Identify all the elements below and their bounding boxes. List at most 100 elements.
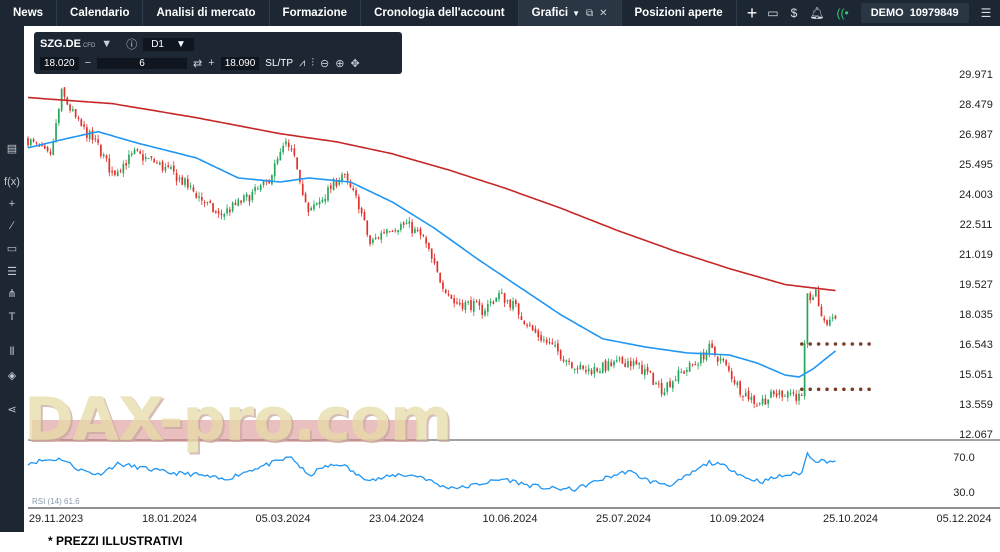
trendline-icon[interactable]: ⁄ [11,220,13,232]
candle-body [220,213,223,216]
candle-body [139,151,141,154]
time-tick-label: 25.10.2024 [823,513,878,525]
candle-body [688,362,691,372]
currency-icon[interactable]: $ [790,6,798,20]
candle-body [621,357,624,364]
candle-body [147,157,150,159]
candle-body [666,382,669,392]
candle-body [436,261,439,272]
chart-area[interactable]: RSI (14) 61.6 29.971 28.479 26.987 25.495 24.… [24,26,1000,532]
candle-body [357,196,360,210]
popout-icon[interactable]: ⧉ [585,7,594,19]
candle-body [428,242,430,249]
candle-body [234,202,237,205]
chevron-down-icon[interactable]: ▼ [101,38,113,50]
candle-body [181,177,184,185]
candle-body [212,203,214,213]
candle-body [551,342,554,345]
symbol-selector[interactable]: SZG.DE CFD [40,38,95,50]
add-tab-icon[interactable]: + [746,2,758,23]
line-chart-icon[interactable]: ⩘ [299,56,306,69]
crosshair-icon[interactable]: + [8,198,16,210]
pitchfork-icon[interactable]: ⋔ [7,288,17,300]
level-dot [825,387,829,392]
candle-body [733,379,736,384]
candle-body [826,320,828,325]
rectangle-icon[interactable]: ▭ [6,243,18,255]
swap-icon[interactable]: ⇄ [193,57,203,70]
timeframe-selector[interactable]: D1 ▼ [143,37,194,51]
cursor-icon[interactable]: ⦀ [9,346,15,358]
candle-body [646,367,649,372]
price-tick-label: 13.559 [959,399,993,411]
candle-body [517,303,520,315]
candle-body [125,163,127,166]
candle-body [97,139,99,143]
zoom-in-icon[interactable]: ⊕ [335,57,345,70]
candle-body [184,178,186,186]
candle-body [100,144,102,157]
tab-formazione[interactable]: Formazione [270,0,362,26]
candle-body [705,352,708,360]
menu-icon[interactable]: ☰ [980,6,992,20]
candle-body [683,371,685,374]
candle-body [624,363,627,368]
candle-body [116,171,119,177]
chevron-down-icon[interactable]: ▼ [572,8,580,18]
candle-body [346,173,349,181]
candle-body [618,358,621,360]
candle-body [355,190,357,196]
text-icon[interactable]: T [8,311,16,323]
tab-grafici-label: Grafici [531,7,569,19]
tab-analisi[interactable]: Analisi di mercato [143,0,270,26]
candle-body [299,169,301,182]
level-dot [808,342,813,346]
candle-body [697,364,699,366]
sltp-button[interactable]: SL/TP [265,57,294,69]
candle-body [366,220,369,235]
tab-posizioni[interactable]: Posizioni aperte [622,0,737,26]
candle-body [444,289,447,294]
function-icon[interactable]: f(x) [4,176,20,188]
sell-price[interactable]: 18.020 [40,56,79,70]
candle-body [268,181,270,184]
tab-cronologia[interactable]: Cronologia dell'account [361,0,519,26]
tab-calendario[interactable]: Calendario [57,0,144,26]
candle-body [352,188,355,191]
candle-body [803,343,806,397]
candle-body [158,162,161,165]
candle-body [369,235,371,245]
candle-body [579,364,582,370]
close-icon[interactable]: ✕ [599,7,608,19]
minus-icon[interactable]: − [84,57,92,69]
quantity-input[interactable]: 6 [97,57,188,69]
tab-grafici[interactable]: Grafici ▼ ⧉ ✕ [518,0,622,26]
candle-body [545,339,548,343]
zoom-out-icon[interactable]: ⊖ [320,57,330,70]
candle-body [77,117,80,119]
buy-price[interactable]: 18.090 [220,56,260,70]
move-icon[interactable]: ✥ [350,57,360,70]
info-icon[interactable]: ⓘ [126,39,138,51]
panel-icon[interactable]: ▤ [6,143,18,155]
layout-icon[interactable]: ▭ [767,6,779,20]
tab-news[interactable]: News [0,0,58,26]
layers-icon[interactable]: ◈ [7,370,17,382]
share-icon[interactable]: ⋖ [7,404,17,416]
candle-body [195,193,198,198]
fibonacci-icon[interactable]: ☰ [7,266,17,278]
candle-body [531,325,534,331]
account-selector[interactable]: DEMO 10979849 [860,3,969,23]
level-dot [850,342,855,346]
settings-sliders-icon[interactable]: ⫶ [311,56,315,69]
candle-body [380,232,383,240]
plus-icon[interactable]: + [208,57,215,69]
price-chart[interactable]: RSI (14) 61.6 29.971 28.479 26.987 25.495 24.… [24,26,1000,532]
candle-body [809,293,812,301]
candle-body [750,396,753,401]
candle-body [674,379,677,381]
candle-body [700,352,702,364]
bell-icon[interactable]: 🔔︎ [809,6,825,20]
candle-body [467,301,470,303]
candle-body [632,361,635,366]
